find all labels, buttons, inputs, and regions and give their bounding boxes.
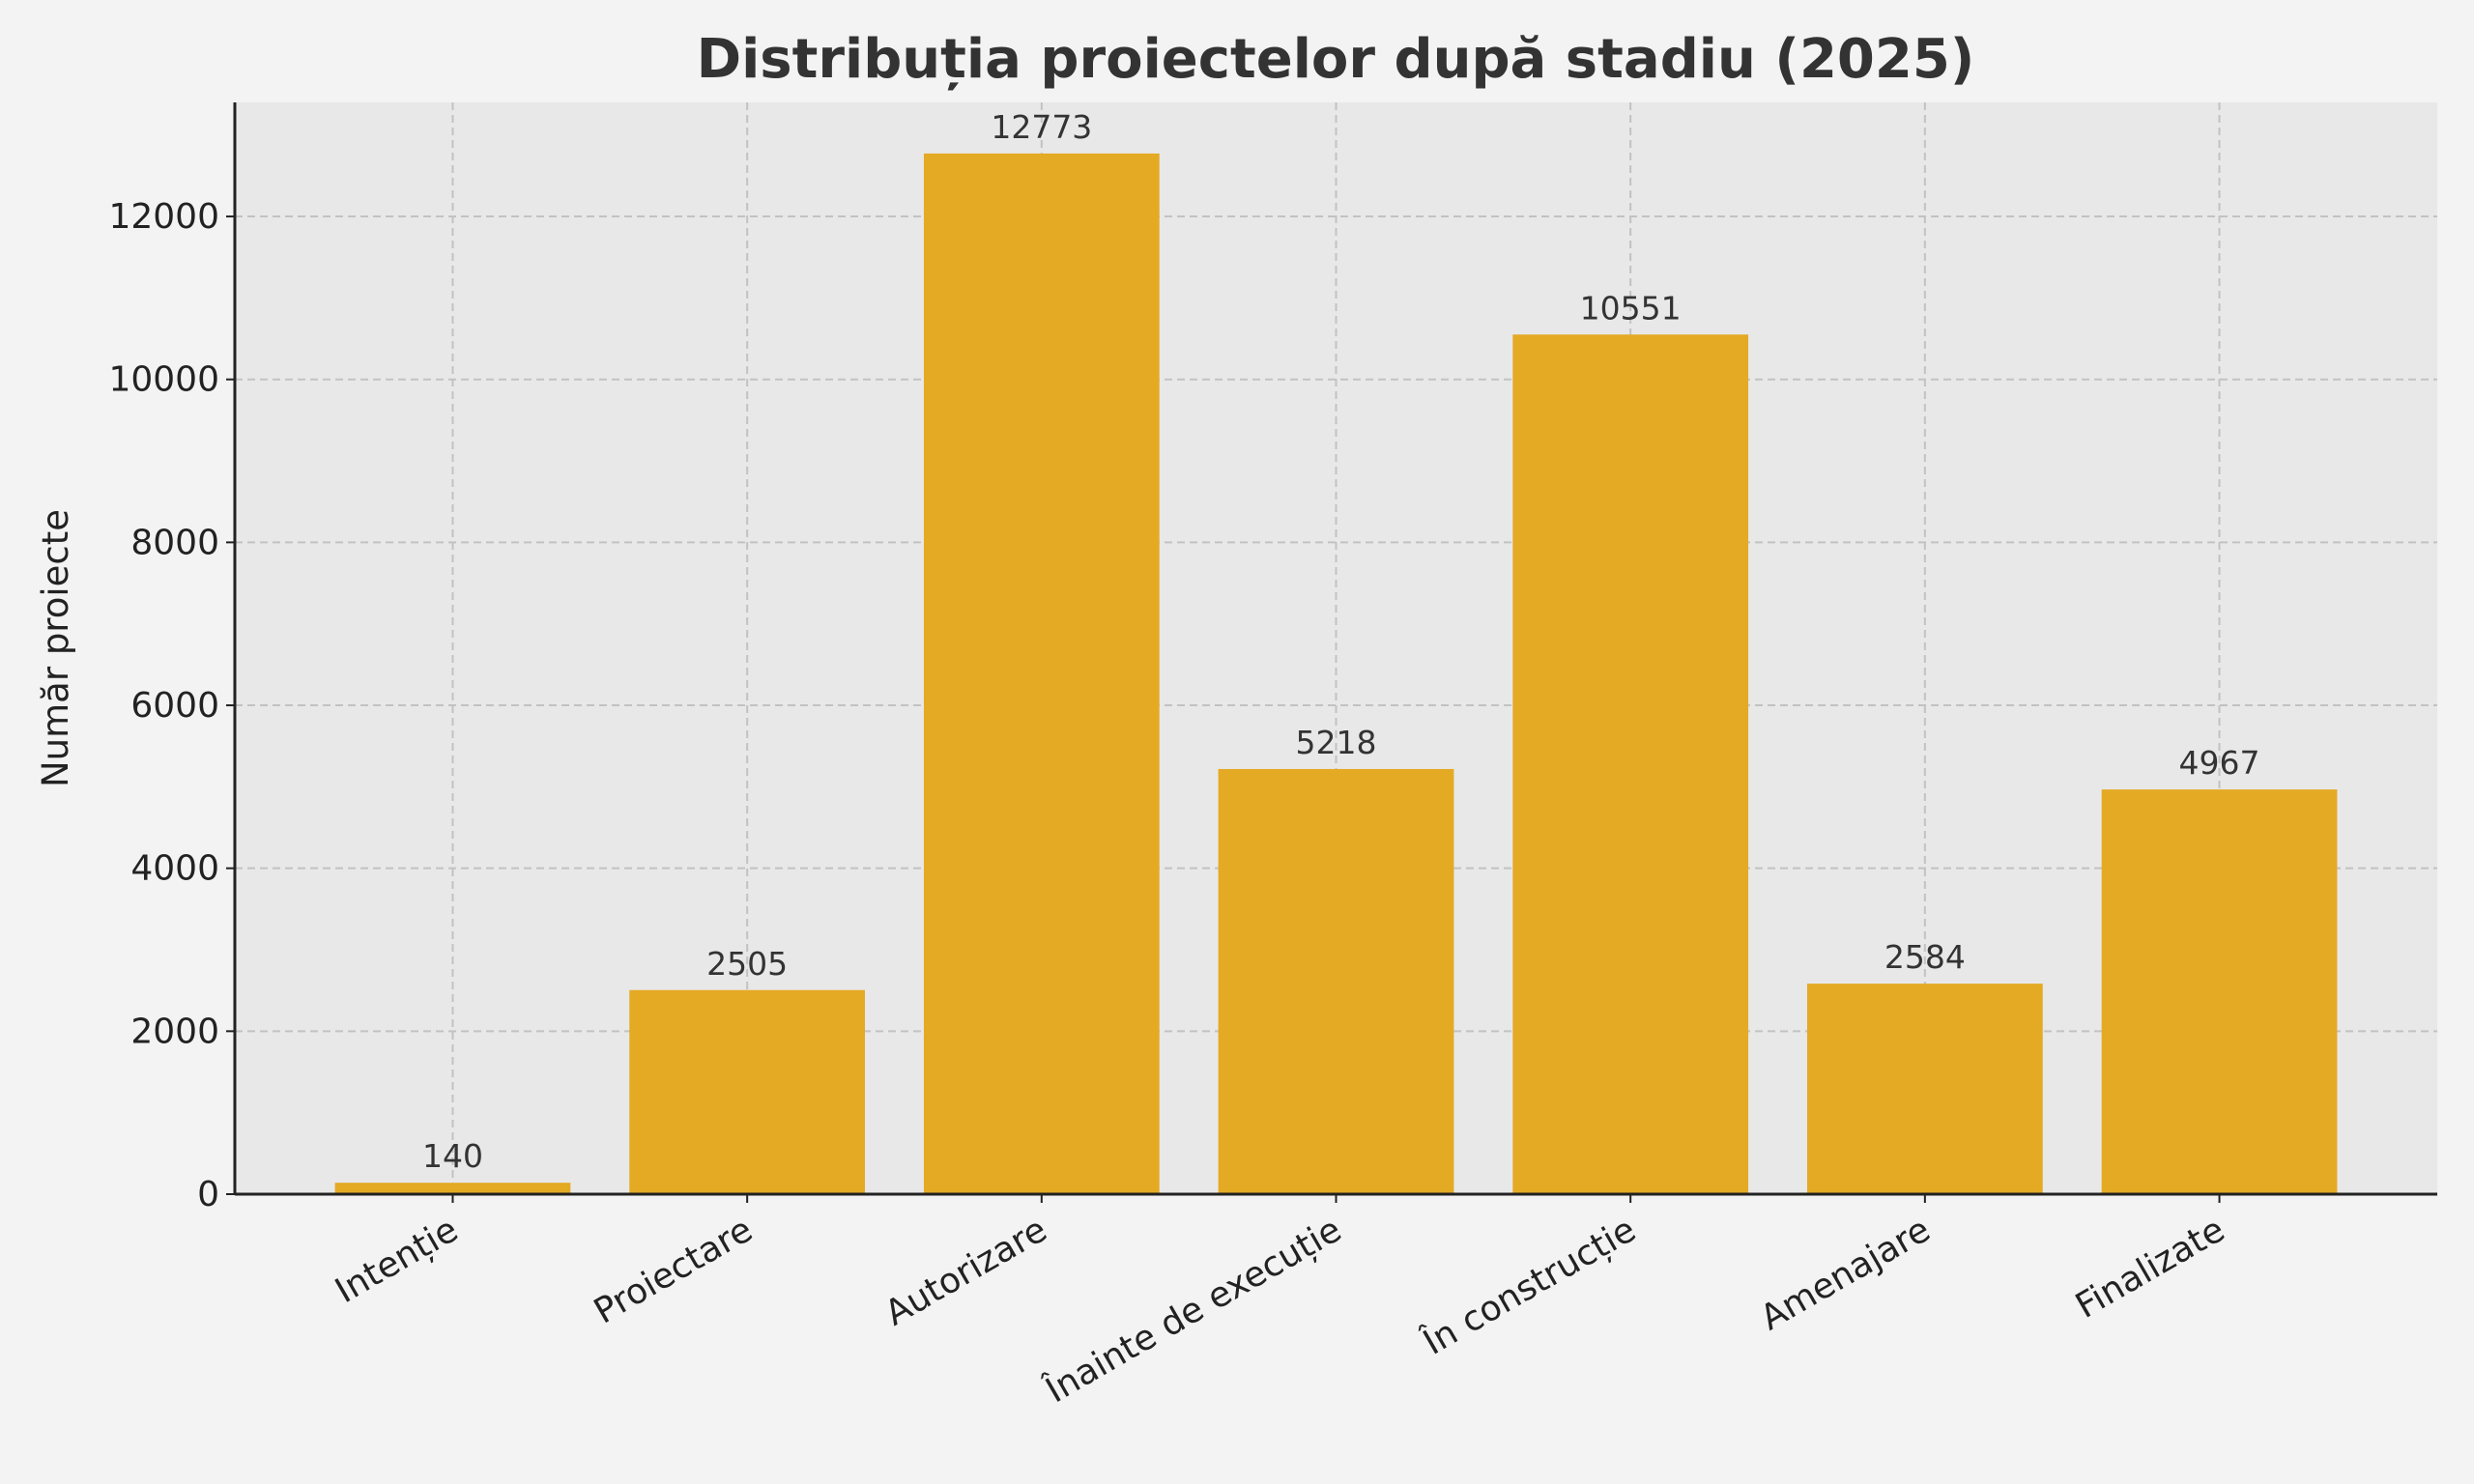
y-tick-label: 6000 (130, 686, 219, 726)
y-tick-label: 10000 (108, 360, 219, 400)
bar (1218, 768, 1454, 1194)
y-axis-label: Număr proiecte (35, 509, 76, 787)
chart-title: Distribuția proiectelor după stadiu (202… (697, 28, 1975, 91)
bar (923, 153, 1160, 1194)
y-tick-label: 8000 (130, 523, 219, 562)
bar-value-label: 2584 (1884, 938, 1966, 976)
y-tick-label: 4000 (130, 849, 219, 889)
bar (1512, 334, 1749, 1195)
bar-value-label: 10551 (1580, 289, 1682, 327)
bar-value-label: 140 (422, 1137, 483, 1175)
bar-value-label: 2505 (706, 945, 788, 983)
bar-value-label: 5218 (1296, 724, 1377, 761)
bar (2101, 789, 2338, 1194)
bar (629, 989, 866, 1194)
bar (334, 1183, 571, 1194)
bar-value-label: 12773 (991, 108, 1092, 146)
y-tick-label: 0 (197, 1175, 219, 1214)
bar-value-label: 4967 (2179, 744, 2260, 782)
bar (1806, 984, 2043, 1194)
y-tick-label: 2000 (130, 1012, 219, 1051)
y-tick-label: 12000 (108, 197, 219, 237)
